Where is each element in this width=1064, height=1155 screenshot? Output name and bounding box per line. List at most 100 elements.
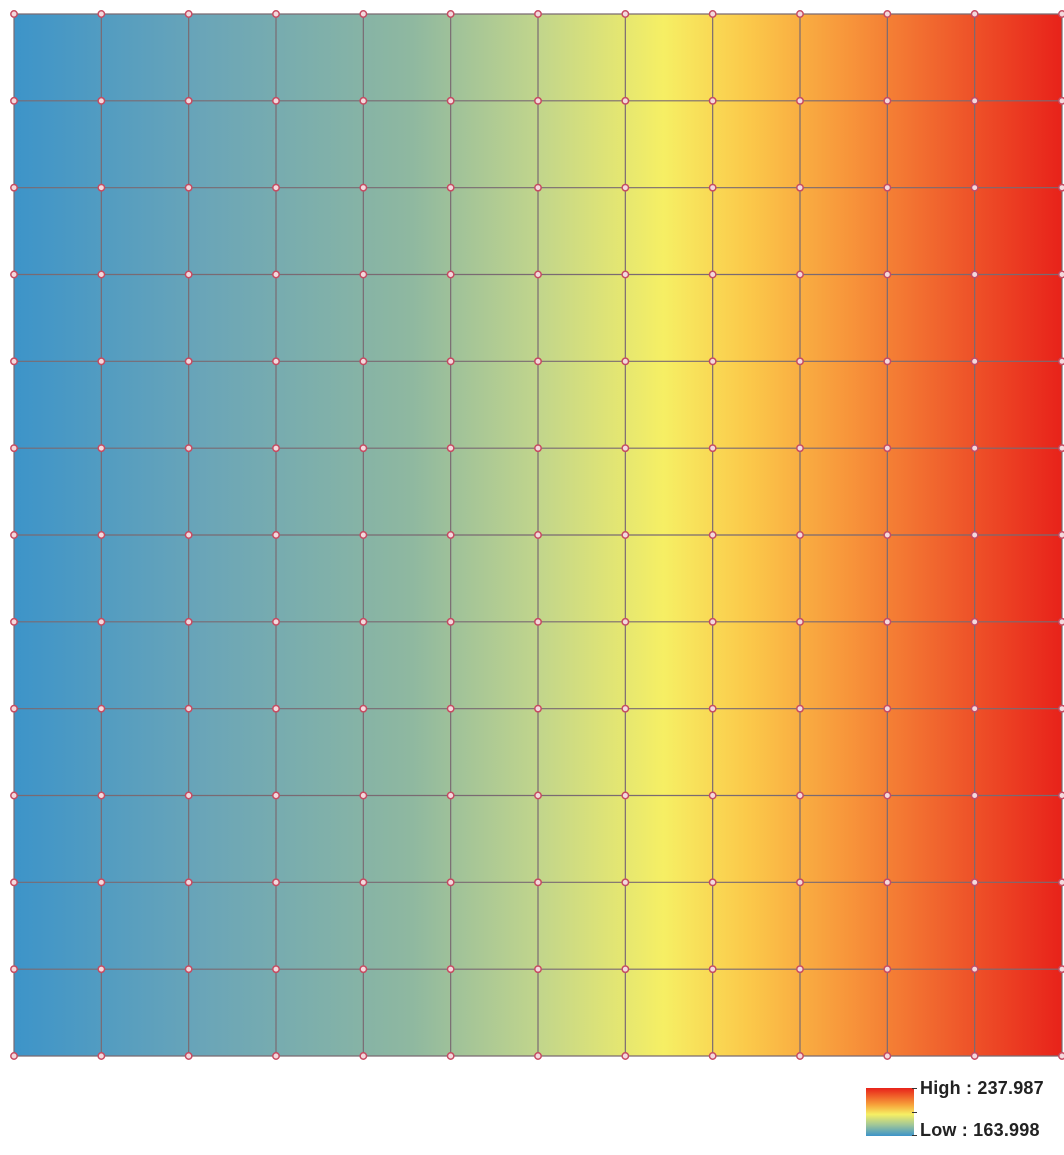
sample-point — [796, 531, 804, 539]
sample-point — [1058, 10, 1064, 18]
sample-point — [796, 357, 804, 366]
sample-point — [10, 183, 18, 192]
sample-point — [184, 965, 193, 974]
sample-point — [1058, 878, 1064, 887]
sample-point — [10, 10, 18, 18]
sample-point — [534, 965, 542, 974]
sample-point — [1058, 791, 1064, 800]
sample-point — [97, 878, 106, 887]
sample-point — [534, 357, 542, 366]
legend-color-ramp — [866, 1088, 914, 1136]
sample-point — [708, 531, 717, 539]
sample-point — [359, 878, 368, 887]
sample-point — [621, 10, 630, 18]
sample-point — [970, 878, 979, 887]
sample-point — [10, 617, 18, 626]
sample-point — [1058, 444, 1064, 453]
sample-point — [359, 183, 368, 192]
legend-tick-mid — [912, 1112, 917, 1113]
sample-point — [708, 617, 717, 626]
sample-point — [534, 10, 542, 18]
sample-point — [359, 704, 368, 713]
sample-points — [10, 10, 1064, 1060]
sample-point — [796, 96, 804, 105]
sample-point — [970, 270, 979, 279]
sample-point — [621, 1052, 630, 1060]
sample-point — [359, 531, 368, 539]
sample-point — [621, 791, 630, 800]
sample-point — [534, 96, 542, 105]
sample-point — [796, 10, 804, 18]
sample-point — [883, 270, 892, 279]
sample-point — [10, 357, 18, 366]
legend-tick-high — [912, 1088, 917, 1089]
sample-point — [446, 878, 455, 887]
sample-point — [883, 357, 892, 366]
sample-point — [621, 704, 630, 713]
sample-point — [446, 357, 455, 366]
sample-point — [708, 791, 717, 800]
sample-point — [446, 704, 455, 713]
sample-point — [10, 444, 18, 453]
sample-point — [446, 791, 455, 800]
sample-point — [272, 96, 280, 105]
sample-point — [1058, 617, 1064, 626]
sample-point — [883, 183, 892, 192]
sample-point — [97, 96, 106, 105]
sample-point — [97, 357, 106, 366]
sample-point — [883, 531, 892, 539]
sample-point — [184, 704, 193, 713]
sample-point — [10, 965, 18, 974]
sample-point — [272, 617, 280, 626]
sample-point — [534, 270, 542, 279]
sample-point — [359, 791, 368, 800]
sample-point — [97, 531, 106, 539]
legend-tick-low — [912, 1135, 917, 1136]
sample-point — [883, 10, 892, 18]
sample-point — [97, 10, 106, 18]
legend-low-label: Low : 163.998 — [920, 1120, 1040, 1140]
sample-point — [883, 444, 892, 453]
sample-point — [534, 531, 542, 539]
sample-point — [184, 183, 193, 192]
sample-point — [359, 10, 368, 18]
sample-point — [796, 617, 804, 626]
sample-point — [184, 1052, 193, 1060]
sample-point — [10, 96, 18, 105]
sample-point — [97, 617, 106, 626]
sample-point — [534, 444, 542, 453]
sample-point — [970, 704, 979, 713]
sample-point — [272, 531, 280, 539]
sample-point — [1058, 183, 1064, 192]
sample-point — [272, 1052, 280, 1060]
sample-point — [272, 878, 280, 887]
sample-point — [708, 704, 717, 713]
sample-point — [97, 791, 106, 800]
sample-point — [272, 357, 280, 366]
sample-point — [534, 878, 542, 887]
sample-point — [970, 357, 979, 366]
sample-point — [708, 10, 717, 18]
sample-point — [446, 1052, 455, 1060]
sample-point — [708, 878, 717, 887]
sample-point — [708, 96, 717, 105]
sample-point — [272, 704, 280, 713]
sample-point — [359, 270, 368, 279]
sample-point — [970, 965, 979, 974]
sample-point — [1058, 965, 1064, 974]
sample-point — [359, 1052, 368, 1060]
sample-point — [621, 444, 630, 453]
sample-point — [446, 183, 455, 192]
sample-point — [970, 791, 979, 800]
sample-point — [10, 270, 18, 279]
sample-point — [970, 183, 979, 192]
sample-point — [272, 444, 280, 453]
sample-point — [883, 965, 892, 974]
sample-point — [184, 270, 193, 279]
sample-point — [534, 183, 542, 192]
sample-point — [621, 183, 630, 192]
sample-point — [184, 96, 193, 105]
sample-point — [708, 1052, 717, 1060]
sample-point — [534, 1052, 542, 1060]
sample-point — [10, 531, 18, 539]
